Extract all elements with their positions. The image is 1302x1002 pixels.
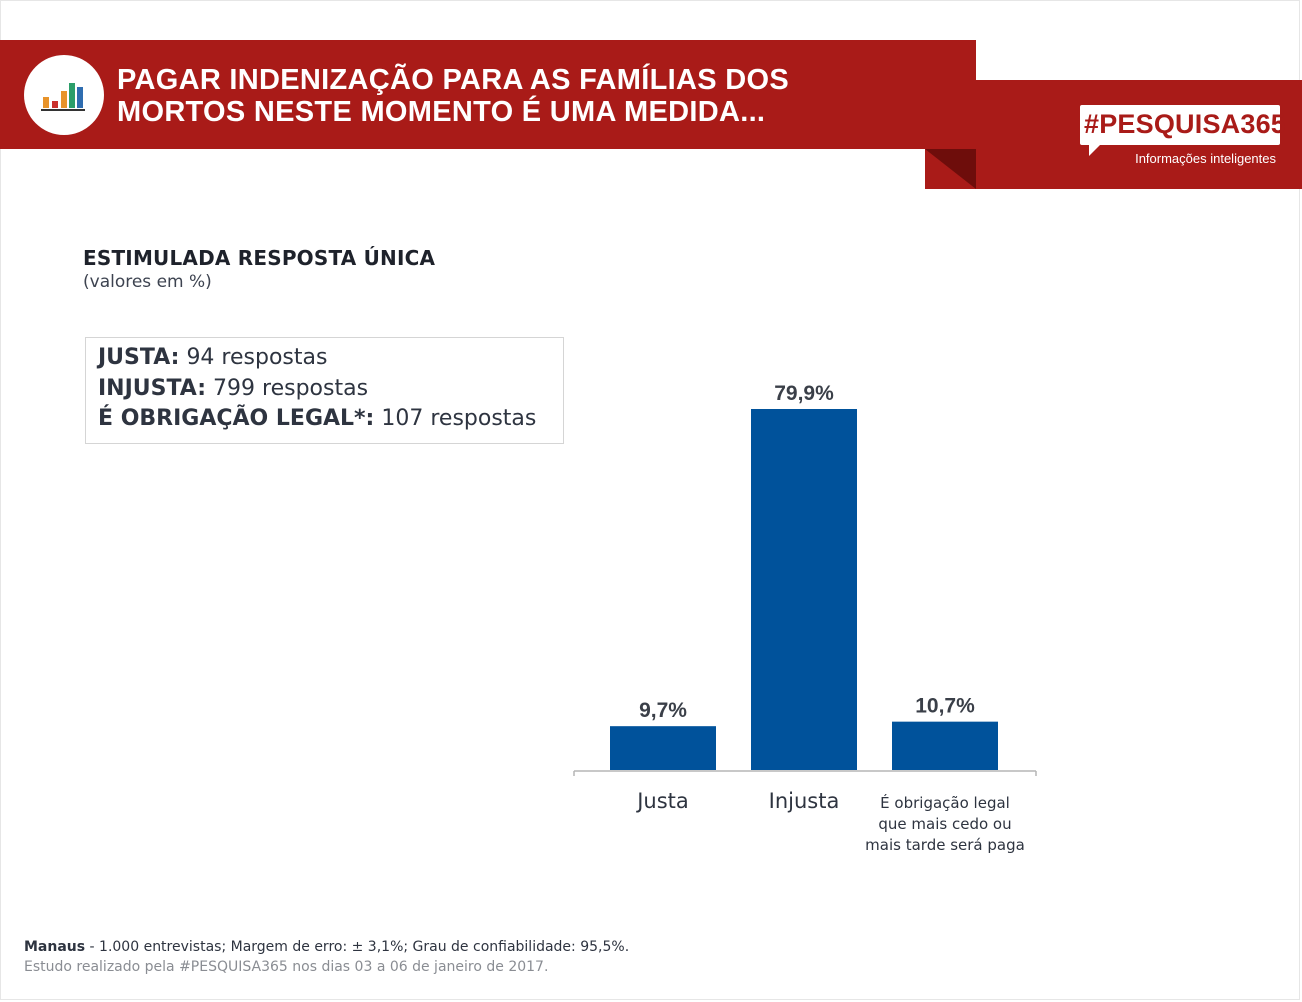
- count-row-obrigacao: É OBRIGAÇÃO LEGAL*: 107 respostas: [98, 406, 536, 431]
- study-note: Estudo realizado pela #PESQUISA365 nos d…: [24, 959, 549, 975]
- data-label-1: 9,7%: [639, 699, 687, 722]
- bar-1: [610, 726, 716, 770]
- title-line-2: MORTOS NESTE MOMENTO É UMA MEDIDA...: [117, 96, 766, 128]
- location-label: Manaus: [24, 939, 86, 955]
- bar-2: [751, 409, 857, 770]
- speech-tail-icon: [1089, 145, 1100, 156]
- logo-badge: [24, 55, 104, 135]
- count-row-justa: JUSTA: 94 respostas: [98, 345, 327, 370]
- bar-chart-icon: [41, 83, 85, 111]
- page-title: PAGAR INDENIZAÇÃO PARA AS FAMÍLIAS DOS M…: [117, 64, 917, 128]
- units-note: (valores em %): [83, 272, 212, 292]
- data-label-3: 10,7%: [915, 695, 975, 718]
- response-counts-box: JUSTA: 94 respostas INJUSTA: 799 respost…: [85, 337, 564, 444]
- banner-fold: [925, 149, 976, 189]
- methodology-details: - 1.000 entrevistas; Margem de erro: ± 3…: [85, 939, 630, 955]
- methodology-note: Manaus - 1.000 entrevistas; Margem de er…: [24, 939, 629, 955]
- title-banner: [0, 40, 976, 149]
- bar-chart: 9,7% 79,9% 10,7% Justa Injusta É obrigação le…: [573, 382, 1037, 854]
- count-row-injusta: INJUSTA: 799 respostas: [98, 376, 368, 401]
- count-value: 799 respostas: [213, 376, 369, 401]
- brand-tagline: Informações inteligentes: [1135, 151, 1276, 166]
- tick-label-2: Injusta: [769, 789, 840, 813]
- bar-3: [892, 721, 998, 770]
- chart-subtitle: ESTIMULADA RESPOSTA ÚNICA: [83, 246, 436, 270]
- data-label-2: 79,9%: [774, 382, 834, 405]
- title-line-1: PAGAR INDENIZAÇÃO PARA AS FAMÍLIAS DOS: [117, 64, 789, 96]
- tick-label-1: Justa: [635, 789, 689, 813]
- count-label: JUSTA:: [98, 345, 180, 370]
- count-value: 94 respostas: [186, 345, 328, 370]
- brand-badge: [1080, 105, 1280, 145]
- count-label: É OBRIGAÇÃO LEGAL*:: [98, 406, 375, 431]
- brand-name: #PESQUISA365: [1084, 109, 1286, 139]
- tick-label-3: É obrigação legal que mais cedo ou mais ta…: [865, 793, 1025, 854]
- count-label: INJUSTA:: [98, 376, 207, 401]
- count-value: 107 respostas: [381, 406, 537, 431]
